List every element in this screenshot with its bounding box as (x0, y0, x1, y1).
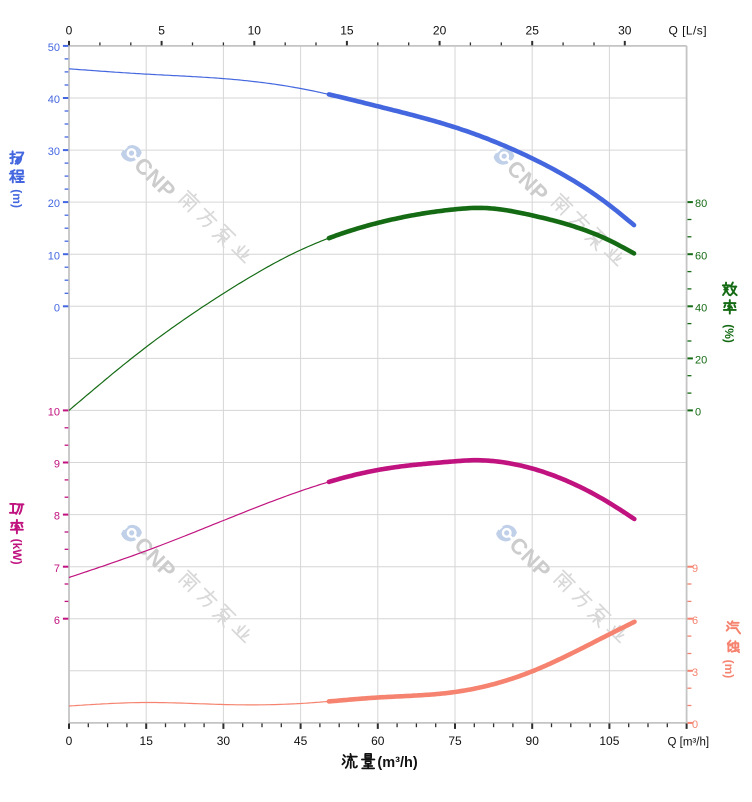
svg-text:90: 90 (526, 734, 540, 748)
svg-text:75: 75 (448, 734, 462, 748)
svg-text:(m): (m) (10, 189, 24, 208)
svg-text:(%): (%) (722, 324, 736, 343)
svg-text:40: 40 (48, 94, 60, 106)
svg-text:6: 6 (692, 615, 698, 627)
svg-text:(kW): (kW) (10, 539, 24, 565)
svg-text:0: 0 (66, 23, 73, 37)
svg-text:0: 0 (66, 734, 73, 748)
svg-text:3: 3 (692, 667, 698, 679)
svg-text:30: 30 (618, 23, 632, 37)
svg-text:25: 25 (526, 23, 540, 37)
svg-text:0: 0 (695, 407, 701, 419)
svg-text:105: 105 (599, 734, 619, 748)
svg-text:8: 8 (54, 511, 60, 523)
svg-text:40: 40 (695, 302, 707, 314)
svg-text:20: 20 (48, 198, 60, 210)
svg-text:15: 15 (340, 23, 354, 37)
svg-text:0: 0 (692, 719, 698, 731)
svg-text:10: 10 (48, 250, 60, 262)
svg-text:80: 80 (695, 198, 707, 210)
svg-text:7: 7 (54, 563, 60, 575)
svg-text:50: 50 (48, 42, 60, 54)
svg-text:10: 10 (248, 23, 262, 37)
svg-text:6: 6 (54, 615, 60, 627)
svg-text:60: 60 (695, 250, 707, 262)
svg-text:30: 30 (48, 146, 60, 158)
svg-text:15: 15 (140, 734, 154, 748)
svg-text:10: 10 (48, 407, 60, 419)
svg-text:Q [L/s]: Q [L/s] (669, 23, 708, 37)
svg-text:45: 45 (294, 734, 308, 748)
svg-text:9: 9 (692, 563, 698, 575)
svg-text:(m): (m) (722, 660, 736, 679)
svg-text:20: 20 (433, 23, 447, 37)
svg-text:0: 0 (54, 302, 60, 314)
svg-text:Q [m³/h]: Q [m³/h] (668, 736, 710, 748)
svg-text:(m³/h): (m³/h) (377, 755, 417, 771)
svg-text:5: 5 (158, 23, 165, 37)
svg-text:20: 20 (695, 355, 707, 367)
svg-text:30: 30 (217, 734, 231, 748)
svg-text:60: 60 (371, 734, 385, 748)
svg-text:9: 9 (54, 459, 60, 471)
